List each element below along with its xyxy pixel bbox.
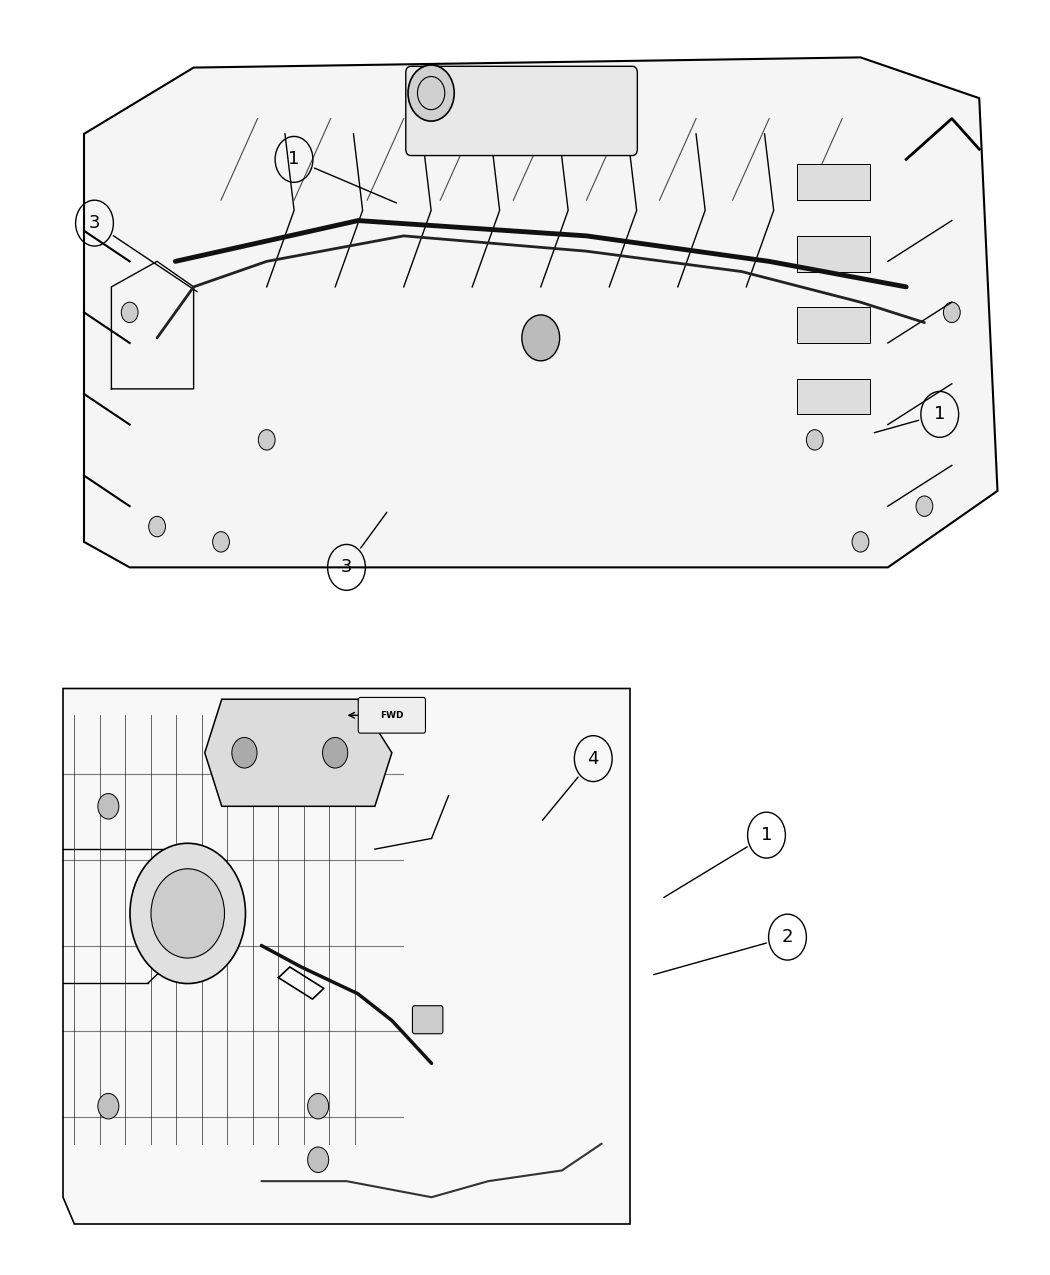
Text: 1: 1 — [761, 826, 772, 844]
Bar — [797, 307, 869, 343]
Circle shape — [916, 496, 932, 516]
Text: 1: 1 — [934, 405, 945, 423]
Circle shape — [852, 532, 868, 552]
Text: 1: 1 — [289, 150, 299, 168]
Text: 2: 2 — [782, 928, 793, 946]
Circle shape — [98, 793, 119, 819]
Polygon shape — [63, 688, 630, 1224]
Text: 3: 3 — [89, 214, 100, 232]
Polygon shape — [84, 57, 998, 567]
Circle shape — [308, 1094, 329, 1119]
FancyBboxPatch shape — [358, 697, 425, 733]
Circle shape — [408, 65, 455, 121]
Circle shape — [212, 532, 230, 552]
Text: 4: 4 — [588, 750, 598, 768]
Circle shape — [806, 430, 823, 450]
Circle shape — [98, 1094, 119, 1119]
Text: 3: 3 — [341, 558, 352, 576]
Circle shape — [232, 737, 257, 768]
Circle shape — [258, 430, 275, 450]
Bar — [797, 236, 869, 272]
Circle shape — [122, 302, 139, 323]
Text: FWD: FWD — [380, 710, 403, 720]
Polygon shape — [205, 699, 392, 806]
FancyBboxPatch shape — [413, 1006, 443, 1034]
Bar — [797, 379, 869, 414]
Circle shape — [322, 737, 348, 768]
Circle shape — [149, 516, 166, 537]
Circle shape — [151, 868, 225, 958]
FancyBboxPatch shape — [405, 66, 637, 156]
Circle shape — [522, 315, 560, 361]
Circle shape — [943, 302, 960, 323]
Bar — [797, 164, 869, 200]
Circle shape — [130, 843, 246, 983]
Circle shape — [308, 1148, 329, 1173]
